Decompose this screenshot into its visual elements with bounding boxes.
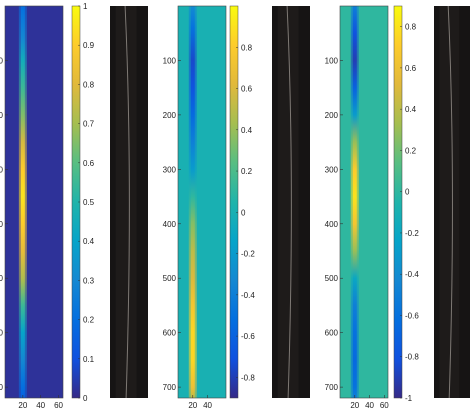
colorbar-tick-label: -0.8: [241, 373, 255, 382]
y-tick-label: 400: [0, 220, 4, 229]
colorbar-tick-label: 0: [241, 208, 246, 217]
colorbar-tick-label: 0.4: [241, 126, 253, 135]
colorbar-tick-label: -0.4: [405, 270, 419, 279]
heatmap-background: [340, 6, 388, 398]
colorbar-tick-label: 0.6: [405, 64, 417, 73]
colorbar-tick-label: 0.6: [83, 159, 95, 168]
y-tick-label: 500: [163, 274, 177, 283]
heatmap-frame: [4, 5, 64, 399]
colorbar-tick-label: -1: [405, 394, 413, 403]
y-tick-label: 300: [0, 165, 4, 174]
y-tick-label: 300: [163, 165, 177, 174]
x-tick-label: 20: [18, 401, 27, 410]
y-tick-label: 200: [0, 111, 4, 120]
y-tick-label: 700: [0, 383, 4, 392]
x-tick-label: 20: [350, 401, 359, 410]
x-tick-label: 40: [203, 401, 212, 410]
colorbar-tick-label: 0.7: [83, 120, 95, 129]
panel-2: 100 200 300 400 500 600 700 20 40 -0.8 -0.6 -0.4 -0.…: [163, 5, 310, 410]
heatmap-background: [5, 6, 63, 398]
colorbar-tick-label: 0.2: [241, 167, 253, 176]
y-tick-label: 100: [0, 56, 4, 65]
colorbar-tick-label: -0.6: [241, 332, 255, 341]
y-tick-label: 700: [325, 383, 339, 392]
colorbar-tick-label: 0.8: [241, 43, 253, 52]
colorbar-tick-label: 1: [83, 2, 88, 11]
colorbar-tick-label: 0.9: [83, 41, 95, 50]
y-tick-label: 600: [0, 329, 4, 338]
x-tick-label: 60: [54, 401, 63, 410]
heatmap-background: [178, 6, 226, 398]
colorbar: [229, 5, 239, 399]
y-tick-label: 700: [163, 383, 177, 392]
grayscale-strip-image: [272, 5, 310, 399]
y-tick-label: 600: [163, 329, 177, 338]
colorbar-tick-label: 0.3: [83, 276, 95, 285]
y-tick-label: 400: [325, 220, 339, 229]
heatmap-stripe: [20, 6, 25, 398]
heatmap-stripe: [190, 6, 195, 398]
heatmap-stripe: [352, 6, 357, 398]
colorbar-tick-label: 0.8: [83, 80, 95, 89]
grayscale-strip-image: [110, 5, 148, 399]
y-tick-label: 500: [0, 274, 4, 283]
colorbar-tick-label: -0.8: [405, 353, 419, 362]
colorbar-tick-label: 0: [83, 394, 88, 403]
colorbar: [393, 5, 403, 399]
heatmap-frame: [339, 5, 389, 399]
x-tick-label: 20: [188, 401, 197, 410]
colorbar-tick-label: 0.8: [405, 23, 417, 32]
x-tick-label: 40: [365, 401, 374, 410]
colorbar-tick-label: 0: [405, 188, 410, 197]
grayscale-strip-image: [434, 5, 470, 399]
y-tick-label: 300: [325, 165, 339, 174]
y-tick-label: 400: [163, 220, 177, 229]
colorbar-tick-label: 0.1: [83, 355, 95, 364]
colorbar-tick-label: 0.5: [83, 198, 95, 207]
colorbar-tick-label: 0.6: [241, 85, 253, 94]
colorbar-tick-label: 0.2: [405, 146, 417, 155]
y-tick-label: 200: [325, 111, 339, 120]
colorbar-tick-label: -0.2: [405, 229, 419, 238]
y-tick-label: 100: [163, 56, 177, 65]
colorbar-tick-label: -0.2: [241, 250, 255, 259]
heatmap-frame: [177, 5, 227, 399]
y-tick-label: 500: [325, 274, 339, 283]
panel-3: 100 200 300 400 500 600 700 20 40 60 -1 -0.8 -0.6 -0.…: [325, 5, 470, 410]
colorbar-tick-label: -0.4: [241, 291, 255, 300]
colorbar-tick-label: -0.6: [405, 311, 419, 320]
colorbar-tick-label: 0.2: [83, 316, 95, 325]
x-tick-label: 60: [380, 401, 389, 410]
colorbar-tick-label: 0.4: [83, 237, 95, 246]
y-tick-label: 100: [325, 56, 339, 65]
y-tick-label: 200: [163, 111, 177, 120]
colorbar-tick-label: 0.4: [405, 105, 417, 114]
panel-1: 10020030040050060070020406000.10.20.30.4…: [0, 2, 148, 410]
x-tick-label: 40: [36, 401, 45, 410]
y-tick-label: 600: [325, 329, 339, 338]
